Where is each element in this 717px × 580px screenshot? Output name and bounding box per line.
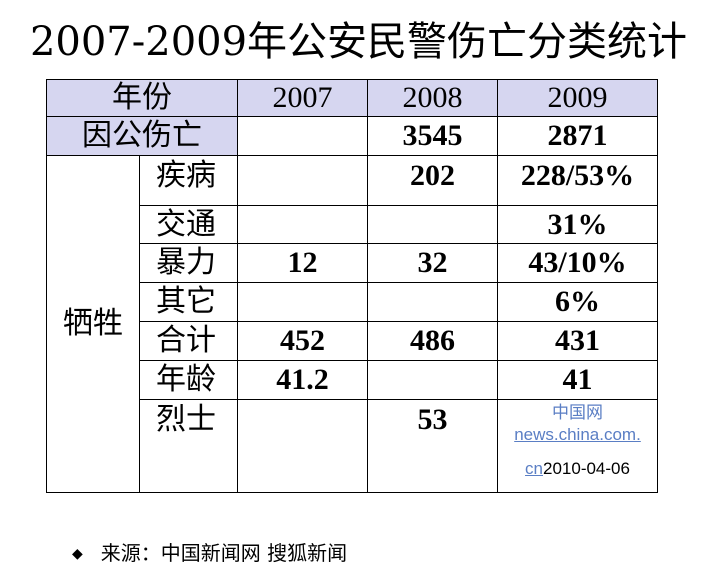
table-cell [367,360,498,400]
table-cell [367,205,498,244]
year-header-label: 年份 [46,79,238,117]
source-line: ◆ 来源：中国新闻网 搜狐新闻 [72,538,347,569]
casualty-statistics-table: 年份 2007 2008 2009 因公伤亡 3545 2871 牺牲 疾病 2… [46,79,658,493]
table-cell: 32 [367,243,498,283]
table-row: 年龄 41.2 41 [47,360,658,400]
injury-2009-value: 2871 [497,116,658,156]
table-cell: 431 [497,321,658,361]
header-row: 年份 2007 2008 2009 [46,79,658,117]
table-cell: 228/53% [497,155,658,206]
table-cell [237,399,368,493]
watermark-footer: cn2010-04-06 [499,458,657,480]
table-cell: 43/10% [497,243,658,283]
sacrifice-group-label: 牺牲 [46,155,140,493]
table-cell: 486 [367,321,498,361]
table-cell: 41 [497,360,658,400]
table-cell: 6% [497,282,658,322]
row-label-total: 合计 [139,321,238,361]
injury-2007-value [237,116,368,156]
table-cell [237,282,368,322]
row-label-violence: 暴力 [139,243,238,283]
table-cell [237,155,368,206]
source-text: 来源：中国新闻网 搜狐新闻 [100,541,348,565]
row-label-other: 其它 [139,282,238,322]
row-label-traffic: 交通 [139,205,238,244]
year-2007-header: 2007 [237,79,368,117]
table-row: 牺牲 疾病 202 228/53% [46,155,658,493]
table-row: 烈士 53 中国网 news.china.com. cn2010-04-06 [47,399,658,493]
table-cell: 202 [367,155,498,206]
table-cell: 452 [237,321,368,361]
bullet-icon: ◆ [72,546,83,562]
watermark-link-suffix[interactable]: cn [525,459,543,478]
table-cell: 12 [237,243,368,283]
table-cell: 53 [367,399,498,493]
injury-2008-value: 3545 [367,116,498,156]
year-2008-header: 2008 [367,79,498,117]
table-cell: 41.2 [237,360,368,400]
table-row: 其它 6% [47,282,658,322]
row-label-martyr: 烈士 [139,399,238,493]
row-label-disease: 疾病 [139,155,238,206]
watermark-date: 2010-04-06 [543,459,630,478]
table-cell [237,205,368,244]
watermark-cell: 中国网 news.china.com. cn2010-04-06 [497,399,658,493]
page-title: 2007-2009年公安民警伤亡分类统计 [29,19,688,65]
watermark-link[interactable]: news.china.com. [514,425,641,444]
year-2009-header: 2009 [497,79,658,117]
table-cell [367,282,498,322]
table-cell: 31% [497,205,658,244]
injury-row: 因公伤亡 3545 2871 [46,116,658,156]
injury-row-label: 因公伤亡 [46,116,238,156]
row-label-age: 年龄 [139,360,238,400]
watermark-site-name[interactable]: 中国网 [552,403,603,422]
